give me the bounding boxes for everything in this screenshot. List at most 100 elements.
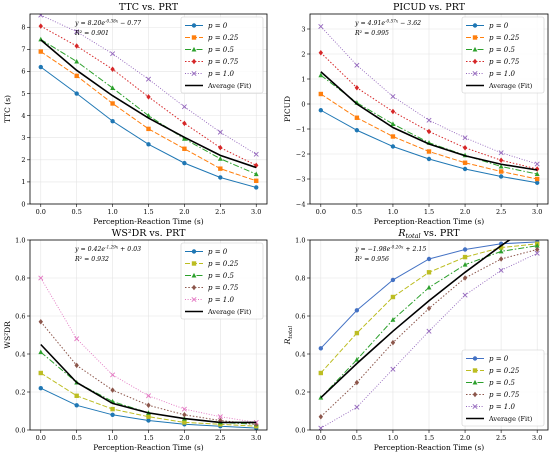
data-point <box>110 372 116 378</box>
x-tick-label: 0.5 <box>72 434 82 442</box>
y-tick-label: −1 <box>296 125 306 133</box>
data-point <box>426 328 432 334</box>
legend-entry: p = 0.5 <box>489 46 515 54</box>
y-tick-label: 0.4 <box>15 350 25 358</box>
data-point <box>462 145 468 151</box>
legend-marker <box>191 249 197 254</box>
eq-exp: -0.38x <box>105 19 119 24</box>
legend-marker <box>472 58 478 65</box>
y-tick-label: 5 <box>21 90 25 98</box>
data-point <box>462 275 468 281</box>
data-point <box>534 243 540 248</box>
data-point <box>145 76 152 82</box>
data-point <box>534 176 540 182</box>
legend-entry: p = 0 <box>208 248 228 256</box>
data-point <box>182 160 187 166</box>
x-axis-label: Perception-Reaction Time (s) <box>93 217 203 226</box>
data-point <box>498 174 504 179</box>
data-point <box>462 262 468 267</box>
y-tick-label: 0.8 <box>295 274 305 282</box>
eq-pre: y = 8.20e <box>74 20 105 27</box>
legend-box <box>180 16 264 94</box>
eq-post: − 3.62 <box>398 20 421 27</box>
fit-equation: y = 8.20e-0.38x − 0.77 <box>74 19 141 28</box>
y-tick-label: 0.8 <box>15 274 25 282</box>
data-point <box>498 256 504 262</box>
data-point <box>218 166 223 171</box>
data-point <box>534 250 540 256</box>
data-point <box>253 151 259 157</box>
data-point <box>318 50 324 56</box>
data-point <box>217 129 223 135</box>
x-tick-label: 0.0 <box>36 208 46 216</box>
y-label-sub: total <box>288 326 294 339</box>
legend-entry: p = 0.25 <box>489 367 520 375</box>
data-point <box>354 379 360 386</box>
y-label-main: R <box>283 338 292 345</box>
data-point <box>146 142 151 147</box>
x-tick-label: 2.5 <box>496 434 506 442</box>
legend: p = 0 p = 0.25 p = 0.5 p = 0.75 p = 1.0 Avera… <box>461 349 545 427</box>
data-point <box>354 308 360 313</box>
x-tick-label: 3.0 <box>251 208 261 216</box>
data-point <box>462 166 468 172</box>
data-point <box>38 14 44 18</box>
data-point <box>182 146 187 151</box>
data-point <box>498 169 504 174</box>
x-tick-label: 1.5 <box>424 434 434 442</box>
fit-equation: y = 4.91e-0.57x − 3.62 <box>354 19 421 28</box>
legend-entry: p = 0 <box>489 22 509 30</box>
data-point <box>534 166 540 172</box>
data-point <box>390 108 396 115</box>
legend-entry: p = 0.5 <box>208 272 234 280</box>
eq-pre: y = 0.42e <box>74 246 105 253</box>
chart-title: WS²DR vs. PRT <box>112 228 187 239</box>
x-axis-label: Perception-Reaction Time (s) <box>374 443 484 452</box>
data-point <box>146 402 151 409</box>
data-point <box>390 339 396 346</box>
legend-entry: Average (Fit) <box>207 82 252 90</box>
x-tick-label: 1.5 <box>143 208 153 216</box>
tick-group: 0.0 0.5 1.0 1.5 2.0 2.5 3.0 0.0 0.2 0.4 0.6 0.8 1.0 <box>15 236 261 442</box>
x-tick-label: 2.0 <box>179 208 189 216</box>
y-tick-label: 7 <box>21 46 25 54</box>
data-point <box>354 404 360 410</box>
y-tick-label: −4 <box>296 200 306 208</box>
y-tick-label: 0.2 <box>15 388 25 396</box>
x-tick-label: 2.0 <box>460 434 470 442</box>
data-point <box>110 118 115 124</box>
x-tick-label: 2.5 <box>496 208 506 216</box>
data-point <box>462 247 468 252</box>
chart-panel-4: 0.0 0.5 1.0 1.5 2.0 2.5 3.0 0.0 0.2 0.4 0.6 0.8 1.0 R… <box>283 228 549 452</box>
data-point <box>498 150 504 156</box>
fit-r-squared: R² = 0.995 <box>354 30 389 37</box>
data-point <box>426 256 432 262</box>
x-tick-label: 1.0 <box>388 208 398 216</box>
data-point <box>462 292 468 298</box>
eq-pre: y = −1.98e <box>354 246 391 253</box>
tick-group: 0.0 0.5 1.0 1.5 2.0 2.5 3.0 0.0 0.2 0.4 0.6 0.8 1.0 <box>295 236 542 442</box>
data-point <box>318 23 324 30</box>
y-tick-label: 1 <box>301 75 305 83</box>
data-point <box>74 362 79 369</box>
data-point <box>390 93 396 100</box>
data-point <box>390 277 396 283</box>
y-tick-label: 2 <box>21 156 25 164</box>
data-point <box>181 406 187 412</box>
chart-panel-3: 0.0 0.5 1.0 1.5 2.0 2.5 3.0 0.0 0.2 0.4 0.6 0.8 1.0 W… <box>3 228 268 452</box>
legend-marker <box>191 261 197 266</box>
legend: p = 0 p = 0.25 p = 0.5 p = 0.75 p = 1.0 Avera… <box>180 16 264 94</box>
x-tick-label: 0.0 <box>316 434 326 442</box>
data-point <box>318 91 324 97</box>
chart-title: PICUD vs. PRT <box>393 2 466 13</box>
chart-title: Rtotal vs. PRT <box>397 228 460 240</box>
tick-group: 0.0 0.5 1.0 1.5 2.0 2.5 3.0 0 1 2 3 4 5 6 7 8 <box>21 24 261 216</box>
legend-marker <box>191 46 197 52</box>
legend-entry: p = 0 <box>489 355 509 363</box>
legend-marker <box>191 35 197 40</box>
y-tick-label: 0.6 <box>295 312 305 320</box>
data-point <box>390 121 396 126</box>
y-tick-label: 0.0 <box>295 426 305 434</box>
legend-entry: p = 0.25 <box>208 260 239 268</box>
